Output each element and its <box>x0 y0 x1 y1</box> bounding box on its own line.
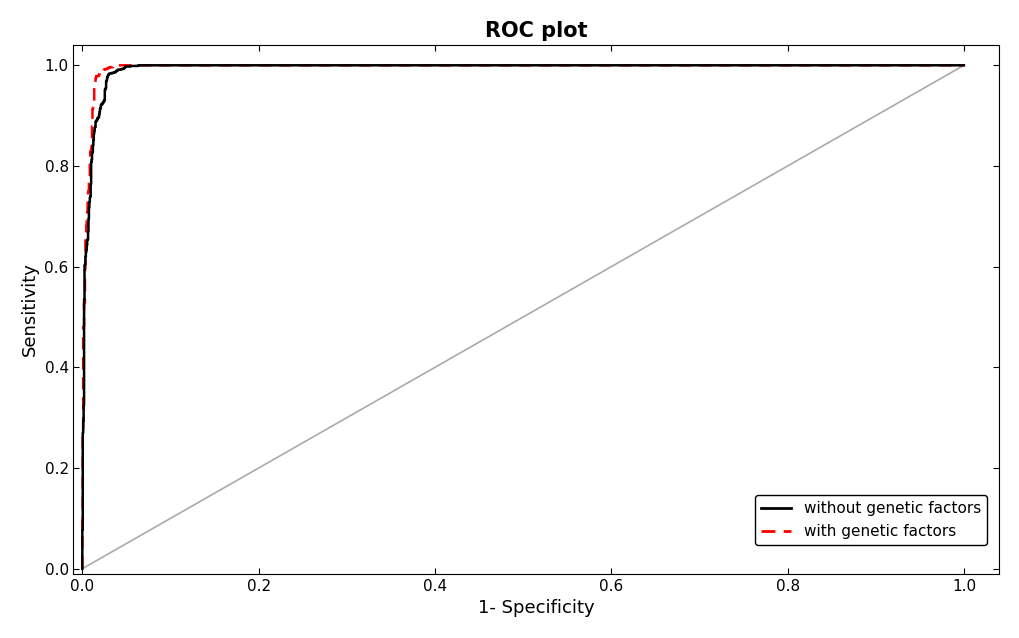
without genetic factors <box>236 61 249 69</box>
Y-axis label: Sensitivity: Sensitivity <box>20 262 39 357</box>
Legend: without genetic factors, with genetic factors: without genetic factors, with genetic fa… <box>754 495 986 545</box>
with genetic factors <box>132 61 145 69</box>
with genetic factors <box>113 61 125 69</box>
with genetic factors <box>259 61 271 69</box>
Line: without genetic factors: without genetic factors <box>83 65 963 568</box>
Line: with genetic factors: with genetic factors <box>83 65 963 568</box>
without genetic factors <box>76 482 89 490</box>
with genetic factors <box>76 482 89 490</box>
without genetic factors <box>132 61 145 69</box>
with genetic factors <box>76 565 89 572</box>
Title: ROC plot: ROC plot <box>485 21 587 41</box>
with genetic factors <box>957 61 969 69</box>
with genetic factors <box>236 61 249 69</box>
with genetic factors <box>306 61 318 69</box>
X-axis label: 1- Specificity: 1- Specificity <box>478 599 594 617</box>
without genetic factors <box>259 61 271 69</box>
without genetic factors <box>856 61 868 69</box>
without genetic factors <box>132 61 145 69</box>
without genetic factors <box>306 61 318 69</box>
without genetic factors <box>76 565 89 572</box>
with genetic factors <box>856 61 868 69</box>
without genetic factors <box>957 61 969 69</box>
